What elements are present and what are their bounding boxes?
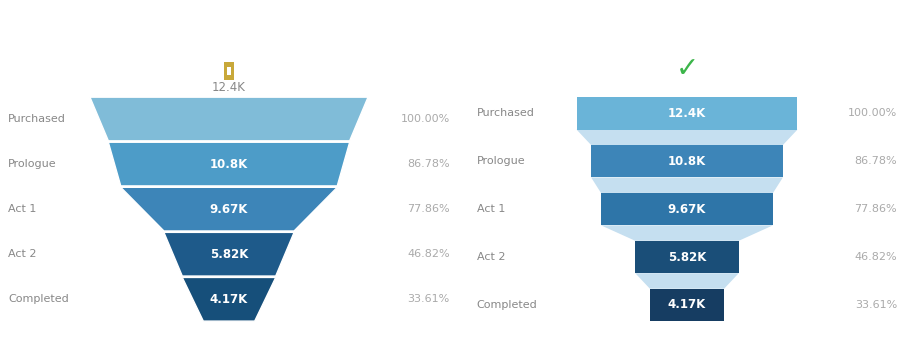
Text: 86.78%: 86.78% (408, 159, 450, 169)
Bar (591, 145, 783, 177)
Text: Act 1: Act 1 (8, 204, 37, 214)
Bar (576, 97, 798, 129)
Text: 12.4K: 12.4K (668, 107, 706, 120)
Text: Act 1: Act 1 (477, 204, 506, 214)
Polygon shape (182, 277, 276, 321)
Text: 5.82K: 5.82K (210, 248, 248, 261)
Text: Prologue: Prologue (8, 159, 57, 169)
Text: Purchased: Purchased (477, 108, 535, 118)
Text: 33.61%: 33.61% (855, 300, 897, 310)
Text: 77.86%: 77.86% (408, 204, 450, 214)
Text: 5.82K: 5.82K (668, 250, 706, 264)
Text: 12.4K: 12.4K (213, 81, 245, 94)
Bar (227, 67, 231, 75)
Text: ✓: ✓ (675, 55, 699, 83)
Bar (601, 193, 773, 225)
Text: 9.67K: 9.67K (668, 203, 706, 216)
Text: 86.78%: 86.78% (855, 156, 897, 166)
Polygon shape (108, 142, 350, 186)
Text: 46.82%: 46.82% (408, 249, 450, 259)
Text: 46.82%: 46.82% (855, 252, 897, 262)
Text: 100.00%: 100.00% (400, 114, 450, 124)
Text: 77.86%: 77.86% (855, 204, 897, 214)
Text: 100.00%: 100.00% (848, 108, 897, 118)
Polygon shape (591, 177, 783, 193)
Text: Completed: Completed (477, 300, 538, 310)
Text: Completed: Completed (8, 294, 69, 304)
Text: Act 2: Act 2 (8, 249, 37, 259)
Text: 4.17K: 4.17K (210, 293, 248, 306)
Text: 4.17K: 4.17K (668, 298, 706, 311)
Bar (636, 241, 738, 273)
Bar (649, 289, 725, 321)
Polygon shape (601, 225, 773, 241)
Bar (224, 62, 234, 80)
Text: Prologue: Prologue (477, 156, 526, 166)
Polygon shape (636, 273, 738, 289)
Polygon shape (121, 187, 337, 231)
Text: 10.8K: 10.8K (668, 155, 706, 168)
Text: 9.67K: 9.67K (210, 203, 248, 216)
Text: 33.61%: 33.61% (408, 294, 450, 304)
Text: Act 2: Act 2 (477, 252, 506, 262)
Polygon shape (90, 97, 368, 141)
Text: Purchased: Purchased (8, 114, 66, 124)
Polygon shape (164, 233, 294, 276)
Polygon shape (576, 129, 798, 145)
Text: 10.8K: 10.8K (210, 158, 248, 171)
